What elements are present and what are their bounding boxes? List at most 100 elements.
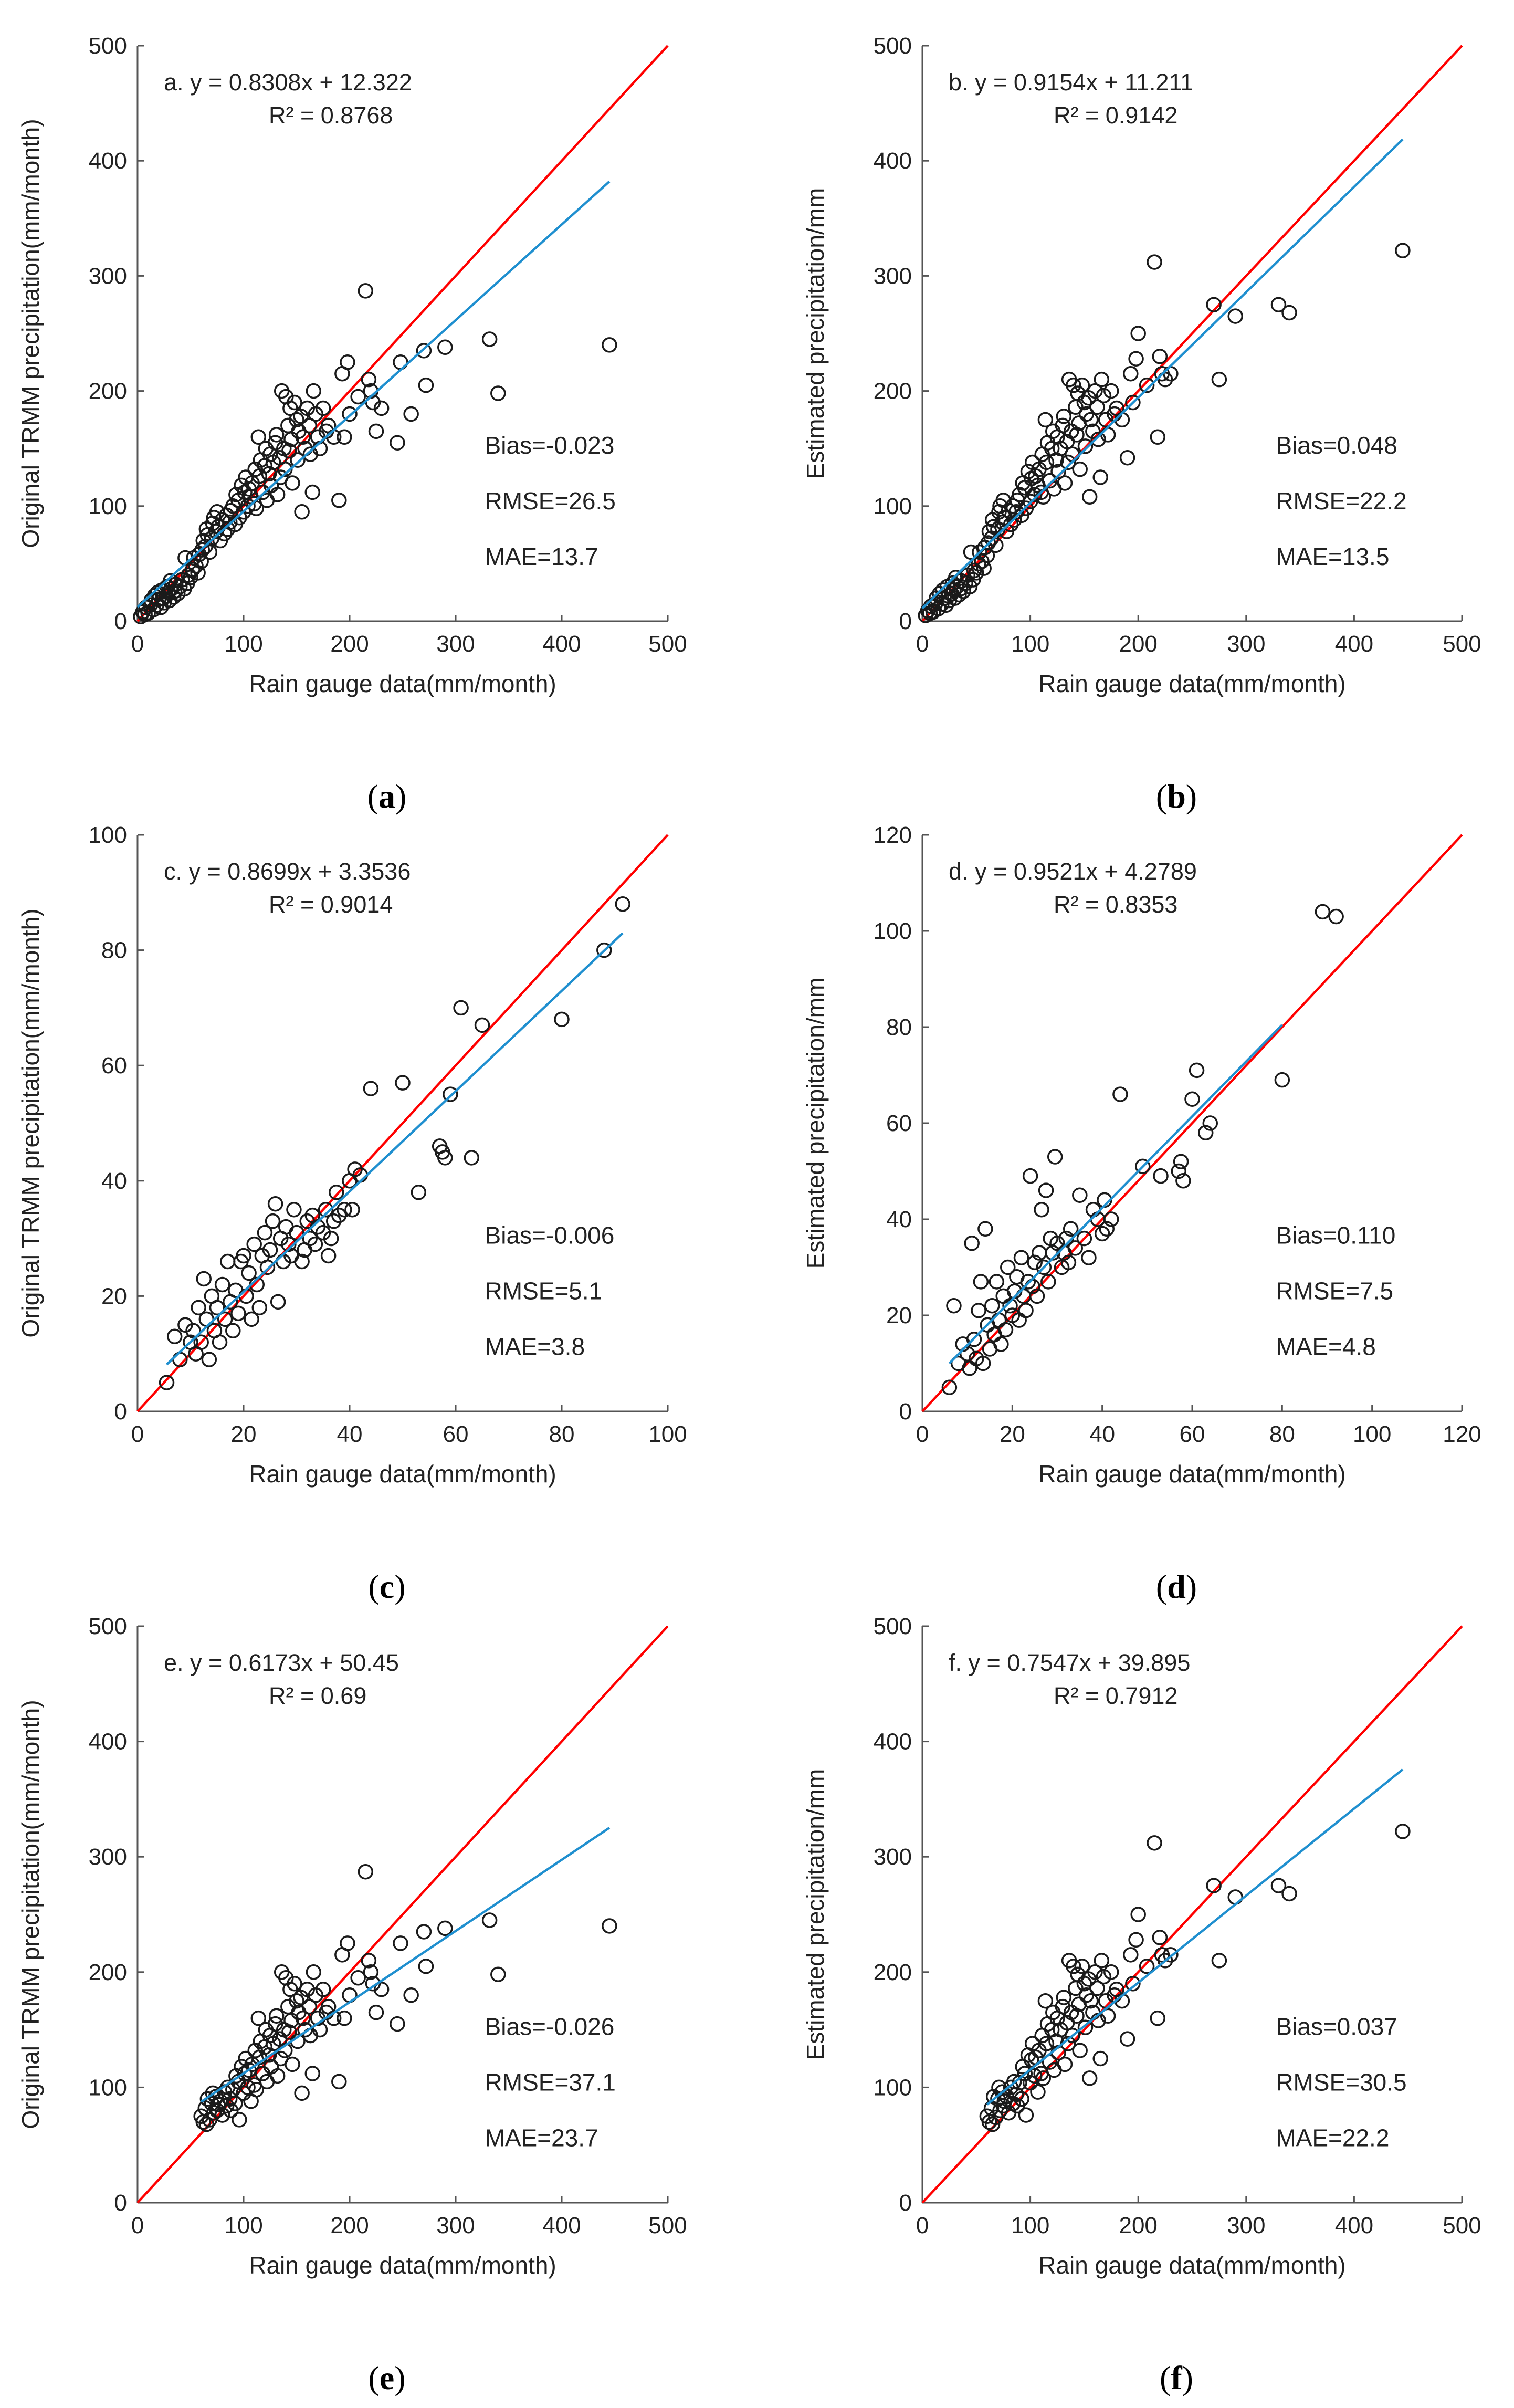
data-point: [946, 1297, 962, 1314]
data-point: [329, 1185, 344, 1200]
data-point: [1027, 1254, 1043, 1271]
data-point: [1152, 349, 1168, 364]
data-point: [993, 1336, 1009, 1352]
panel-caption: (b): [1156, 778, 1197, 815]
x-tick-label: 200: [330, 631, 369, 657]
mae-label: MAE=22.2: [1276, 2124, 1389, 2151]
data-point: [1123, 1947, 1139, 1963]
regression-equation: d. y = 0.9521x + 4.2789: [949, 858, 1197, 885]
data-point: [1175, 1173, 1191, 1189]
data-point: [1173, 1154, 1189, 1169]
data-point: [1038, 1182, 1054, 1198]
x-axis-label: Rain gauge data(mm/month): [249, 1460, 556, 1488]
data-point: [166, 583, 183, 599]
data-point: [342, 406, 358, 422]
x-tick-label: 200: [1119, 631, 1157, 657]
x-tick-label: 0: [131, 631, 144, 657]
data-point: [1057, 475, 1073, 491]
data-point: [390, 2016, 405, 2032]
data-point: [964, 1236, 980, 1251]
y-tick-label: 60: [101, 1053, 127, 1079]
r-squared-label: R² = 0.7912: [1054, 1682, 1177, 1709]
data-point: [358, 283, 374, 299]
data-point: [1139, 1959, 1155, 1974]
chart-panel-c: 0 20 40 60 80 100 0 20 40 60 80 100 Rain gauge data(…: [17, 822, 687, 1605]
data-point: [977, 1221, 993, 1237]
y-tick-label: 200: [874, 1960, 912, 1985]
data-point: [1089, 399, 1105, 415]
data-point: [1092, 2050, 1108, 2067]
data-point: [1125, 394, 1141, 411]
data-point: [250, 429, 267, 445]
x-tick-label: 300: [436, 2213, 475, 2238]
data-point: [403, 406, 419, 422]
r-squared-label: R² = 0.69: [269, 1682, 366, 1709]
panel-caption: (d): [1156, 1568, 1197, 1605]
data-point: [1103, 383, 1119, 399]
y-tick-label: 400: [89, 1729, 127, 1755]
data-point: [1035, 2070, 1052, 2086]
data-point: [1063, 1221, 1079, 1237]
data-point: [262, 1242, 278, 1258]
data-point: [1119, 2031, 1136, 2047]
data-point: [984, 2116, 1001, 2132]
data-point: [418, 377, 434, 393]
data-point: [206, 2105, 222, 2121]
mae-label: MAE=3.8: [485, 1333, 585, 1360]
data-point: [1147, 254, 1162, 270]
data-point: [1074, 377, 1090, 393]
data-point: [1006, 512, 1022, 528]
data-point: [1135, 1158, 1151, 1175]
data-point: [1328, 908, 1344, 925]
data-point: [1211, 371, 1227, 388]
data-point: [1090, 431, 1106, 447]
data-point: [1066, 1959, 1081, 1974]
data-point: [340, 354, 355, 370]
data-point: [246, 1236, 262, 1252]
data-point: [1100, 2008, 1116, 2024]
y-axis-label: Estimated precipitation/mm: [802, 1769, 829, 2060]
regression-equation: f. y = 0.7547x + 39.895: [949, 1649, 1190, 1676]
panel-caption: (f): [1160, 2359, 1193, 2396]
data-point: [393, 1935, 408, 1951]
data-point: [1060, 1254, 1077, 1271]
data-point: [474, 1017, 490, 1033]
data-point: [989, 1274, 1005, 1290]
one-to-one-line: [921, 45, 1463, 622]
bias-label: Bias=-0.023: [485, 432, 615, 459]
y-tick-label: 300: [874, 263, 912, 289]
data-point: [1150, 2010, 1165, 2026]
data-point: [269, 487, 286, 502]
y-tick-label: 500: [89, 33, 127, 59]
data-point: [358, 1863, 374, 1880]
data-point: [1013, 1250, 1029, 1265]
y-tick-label: 40: [886, 1207, 912, 1232]
y-tick-label: 300: [89, 1844, 127, 1870]
data-point: [269, 2068, 286, 2084]
data-point: [984, 1297, 1000, 1314]
data-point: [1270, 297, 1287, 312]
one-to-one-line: [136, 834, 669, 1412]
chart-panel-f: 0 100 200 300 400 500 0 100 200 300 400 500 Rain gau…: [802, 1614, 1481, 2396]
x-axis-label: Rain gauge data(mm/month): [249, 670, 556, 697]
y-tick-label: 200: [89, 1960, 127, 1985]
data-point: [975, 1355, 991, 1371]
y-tick-label: 0: [114, 2190, 127, 2216]
data-point: [350, 1970, 366, 1986]
data-point: [294, 1253, 310, 1270]
data-point: [185, 1323, 201, 1339]
data-point: [1018, 2107, 1034, 2123]
mae-label: MAE=4.8: [1276, 1333, 1376, 1360]
data-point: [602, 1918, 617, 1934]
data-point: [268, 2008, 285, 2024]
data-point: [320, 1248, 337, 1264]
data-point: [1087, 1964, 1103, 1980]
data-point: [992, 2102, 1008, 2119]
data-point: [1270, 1878, 1287, 1893]
data-point: [198, 2116, 215, 2132]
data-point: [1003, 517, 1019, 532]
y-tick-label: 300: [89, 263, 127, 289]
y-tick-label: 100: [874, 2075, 912, 2100]
y-tick-label: 100: [874, 918, 912, 944]
data-point: [289, 1993, 304, 2009]
